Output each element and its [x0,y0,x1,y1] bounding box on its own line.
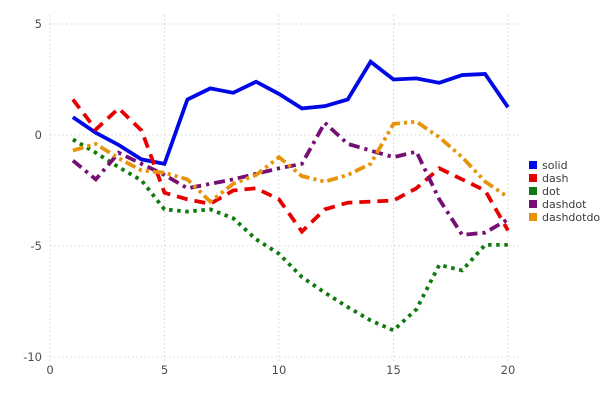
y-tick-label--10: -10 [23,350,42,364]
y-tick-label--5: -5 [31,239,42,253]
legend-label-dashdot: dashdot [542,198,587,211]
legend-swatch-dash [529,174,537,182]
series-line-dash [71,98,510,235]
legend-swatch-dashdotdot [529,213,537,221]
series-line-dot [71,137,508,333]
legend-label-dashdotdot: dashdotdot [542,211,600,224]
legend-label-solid: solid [542,159,568,172]
x-tick-label-5: 5 [161,363,168,377]
y-tick-label-0: 0 [35,128,42,142]
legend-swatch-dot [529,187,537,195]
x-tick-label-15: 15 [386,363,401,377]
x-tick-label-20: 20 [501,363,516,377]
series-line-dashdotdot [72,119,510,205]
x-tick-label-10: 10 [272,363,287,377]
legend-label-dot: dot [542,185,561,198]
legend-swatch-dashdot [529,200,537,208]
legend-swatch-solid [529,161,537,169]
series-line-solid [71,58,510,167]
legend-label-dash: dash [542,172,568,185]
y-tick-label-5: 5 [35,17,42,31]
x-tick-label-0: 0 [46,363,53,377]
